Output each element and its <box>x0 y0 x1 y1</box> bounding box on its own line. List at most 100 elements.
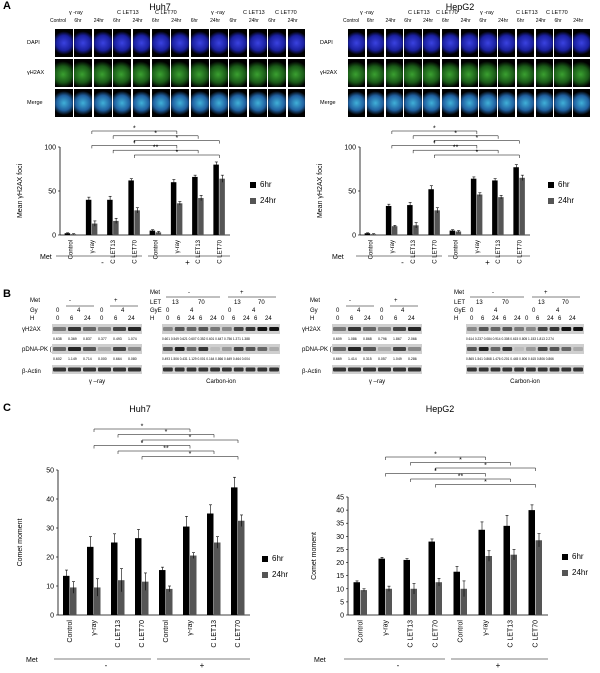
bar-24hr <box>410 588 417 615</box>
h2ax-blot-band <box>113 327 126 331</box>
significance-star: * <box>176 150 179 157</box>
h2ax-blot-band <box>348 327 361 331</box>
time-header: 6hr <box>74 18 82 24</box>
legend-swatch <box>562 554 568 560</box>
met-plus: + <box>544 290 548 296</box>
bar-24hr <box>476 194 483 235</box>
h-value: 0 <box>166 316 170 322</box>
micrograph-h2ax <box>553 58 573 88</box>
y-axis-label: Comet moment <box>17 519 24 567</box>
micrograph-dapi <box>209 28 229 58</box>
category-label: C LET13 <box>115 620 122 648</box>
microscopy-grid-hepg2: γ -ray C LET13 C LET70 γ -ray C LET13 C LET70… <box>320 10 592 120</box>
gy-value: 0 <box>380 308 384 314</box>
significance-star: * <box>133 140 136 147</box>
bar-6hr <box>183 526 190 615</box>
row-label: γH2AX <box>320 70 338 76</box>
blot-band-label: β-Actin <box>302 369 321 375</box>
bar-24hr <box>155 232 162 235</box>
bar-24hr <box>190 555 197 615</box>
let-value: 70 <box>258 300 265 306</box>
bar-6hr <box>403 559 410 615</box>
significance-bracket <box>410 478 511 482</box>
micrograph-dapi <box>347 28 367 58</box>
quant-value: 0.315 <box>363 357 372 361</box>
h-value: 24 <box>265 316 272 322</box>
h-value: 0 <box>56 316 60 322</box>
bar-6hr <box>513 167 519 235</box>
significance-star: * <box>133 126 136 133</box>
micrograph-h2ax <box>150 58 171 88</box>
y-tick-label: 40 <box>46 497 54 504</box>
h-value: 24 <box>243 316 250 322</box>
h-value: 6 <box>177 316 181 322</box>
microscopy-grid-huh7: γ -ray C LET13 C LET70 γ -ray C LET13 C LET70… <box>27 10 307 120</box>
bar-6hr <box>492 180 498 235</box>
comet-chart-hepg2: Comet moment 0 5 10 15 20 25 30 35 40 45 Control γ-r… <box>311 452 588 671</box>
quant-value: 0.837 <box>83 337 92 341</box>
micrograph-merge <box>553 88 573 118</box>
actin-blot-band <box>186 367 197 372</box>
micrograph-merge <box>54 88 74 118</box>
quant-value: 1.867 <box>393 337 402 341</box>
significance-bracket <box>385 456 486 460</box>
h2ax-blot-band <box>163 327 173 331</box>
micrograph-merge <box>267 88 288 118</box>
h-label: H <box>150 316 154 322</box>
huh7-title-c: Huh7 <box>129 404 151 414</box>
micrograph-dapi <box>422 28 442 58</box>
quant-value: 0.796 <box>378 337 387 341</box>
y-tick-label: 35 <box>336 521 344 528</box>
category-label: γ-ray <box>390 240 396 253</box>
micrograph-h2ax <box>73 58 94 88</box>
category-label: γ-ray <box>90 240 96 253</box>
h-value: 6 <box>232 316 236 322</box>
significance-star: * <box>459 457 462 464</box>
significance-star: * <box>433 126 436 133</box>
micrograph-dapi <box>384 28 404 58</box>
micrograph-dapi <box>497 28 517 58</box>
pdnapk-blot <box>466 344 584 354</box>
quant-value: 0.664 <box>113 357 122 361</box>
pdnapk-blot-band <box>198 347 209 351</box>
actin-blot-band <box>98 367 111 372</box>
pdnapk-blot-band <box>549 347 560 351</box>
h2ax-blot-band <box>257 327 268 331</box>
actin-blot-band <box>68 367 81 372</box>
significance-bracket <box>435 484 536 488</box>
bar-24hr <box>166 588 173 615</box>
bar-6hr <box>192 176 198 235</box>
gye-value: 4 <box>556 308 560 314</box>
y-tick-label: 0 <box>352 233 356 240</box>
time-header: 6hr <box>366 18 374 24</box>
time-header: 24hr <box>423 18 434 24</box>
pdnapk-blot-band <box>514 347 524 351</box>
time-header: 24hr <box>93 18 104 24</box>
actin-blot <box>162 365 280 374</box>
met-minus: - <box>397 661 400 670</box>
category-label: Control <box>369 240 375 259</box>
blot-footer: Carbon-ion <box>206 379 236 385</box>
micrograph-h2ax <box>478 58 498 88</box>
pdnapk-blot-band <box>53 347 66 351</box>
pdnapk-blot-band <box>333 347 346 351</box>
h2ax-blot-band <box>174 327 185 331</box>
bar-24hr <box>214 542 221 615</box>
micrograph-dapi <box>286 28 307 58</box>
bar-24hr <box>460 588 467 615</box>
quant-value: 0.080 <box>128 357 137 361</box>
significance-bracket <box>412 149 499 154</box>
category-label: C LET70 <box>132 239 138 263</box>
micrograph-dapi <box>365 28 386 58</box>
category-label: C LET70 <box>517 239 523 263</box>
time-header: 24hr <box>210 18 221 24</box>
pdnapk-blot-band <box>68 347 81 351</box>
time-header: 6hr <box>516 18 525 24</box>
y-tick-label: 5 <box>340 599 344 606</box>
actin-blot <box>466 365 584 374</box>
h-value: 0 <box>380 316 384 322</box>
micrograph-dapi <box>553 28 573 58</box>
micrograph-dapi <box>440 28 461 58</box>
met-plus: + <box>394 298 398 304</box>
gye-value: 4 <box>494 308 498 314</box>
